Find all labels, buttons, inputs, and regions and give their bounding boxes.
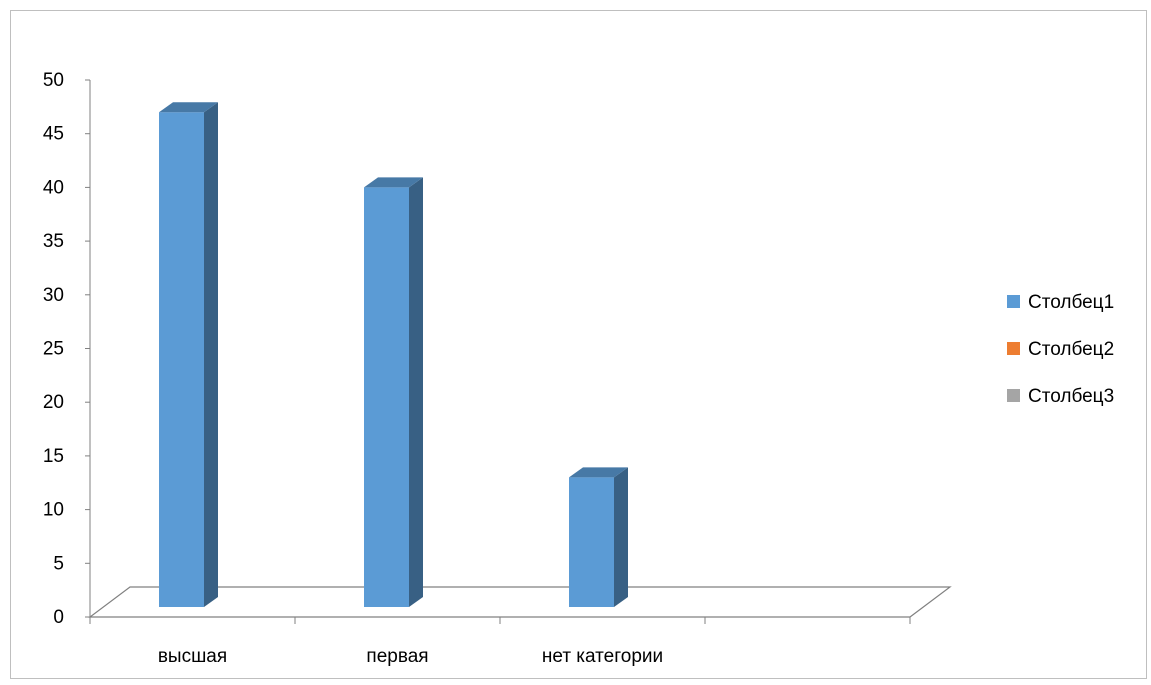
chart-floor — [88, 586, 952, 618]
y-tick-label: 35 — [43, 231, 64, 252]
legend-label: Столбец3 — [1028, 386, 1114, 407]
x-tick-label: высшая — [158, 646, 227, 667]
legend-label: Столбец1 — [1028, 292, 1114, 313]
floor-plane — [88, 586, 952, 618]
x-tick-label: первая — [366, 646, 428, 667]
legend-swatch — [1007, 342, 1020, 355]
legend-item: Столбец3 — [1007, 386, 1114, 407]
y-tick-label: 50 — [43, 70, 64, 91]
y-tick-label: 10 — [43, 500, 64, 521]
y-tick-label: 0 — [53, 607, 64, 628]
bar-side — [614, 467, 628, 607]
y-tick-label: 5 — [53, 553, 64, 574]
axes — [85, 79, 911, 624]
bar-front — [569, 477, 614, 607]
legend-label: Столбец2 — [1028, 339, 1114, 360]
legend: Столбец1 Столбец2 Столбец3 — [1007, 292, 1114, 407]
bar-side — [409, 177, 423, 607]
x-tick-label: нет категории — [542, 646, 663, 667]
bar-front — [159, 112, 204, 607]
bar-top — [364, 177, 423, 188]
bar — [159, 102, 218, 607]
bar — [569, 467, 628, 607]
bar-front — [364, 187, 409, 607]
legend-item: Столбец1 — [1007, 292, 1114, 313]
bar — [364, 177, 423, 607]
bars — [159, 102, 628, 607]
y-tick-label: 25 — [43, 339, 64, 360]
legend-item: Столбец2 — [1007, 339, 1114, 360]
y-tick-label: 20 — [43, 392, 64, 413]
legend-swatch — [1007, 295, 1020, 308]
y-tick-label: 15 — [43, 446, 64, 467]
y-tick-label: 45 — [43, 124, 64, 145]
bar-side — [204, 102, 218, 607]
legend-swatch — [1007, 389, 1020, 402]
y-tick-label: 30 — [43, 285, 64, 306]
bar-top — [569, 467, 628, 478]
y-tick-label: 40 — [43, 177, 64, 198]
bar-top — [159, 102, 218, 113]
axis-labels: 0 5 10 15 20 25 30 35 40 45 50 высшая первая нет кате… — [43, 70, 663, 667]
